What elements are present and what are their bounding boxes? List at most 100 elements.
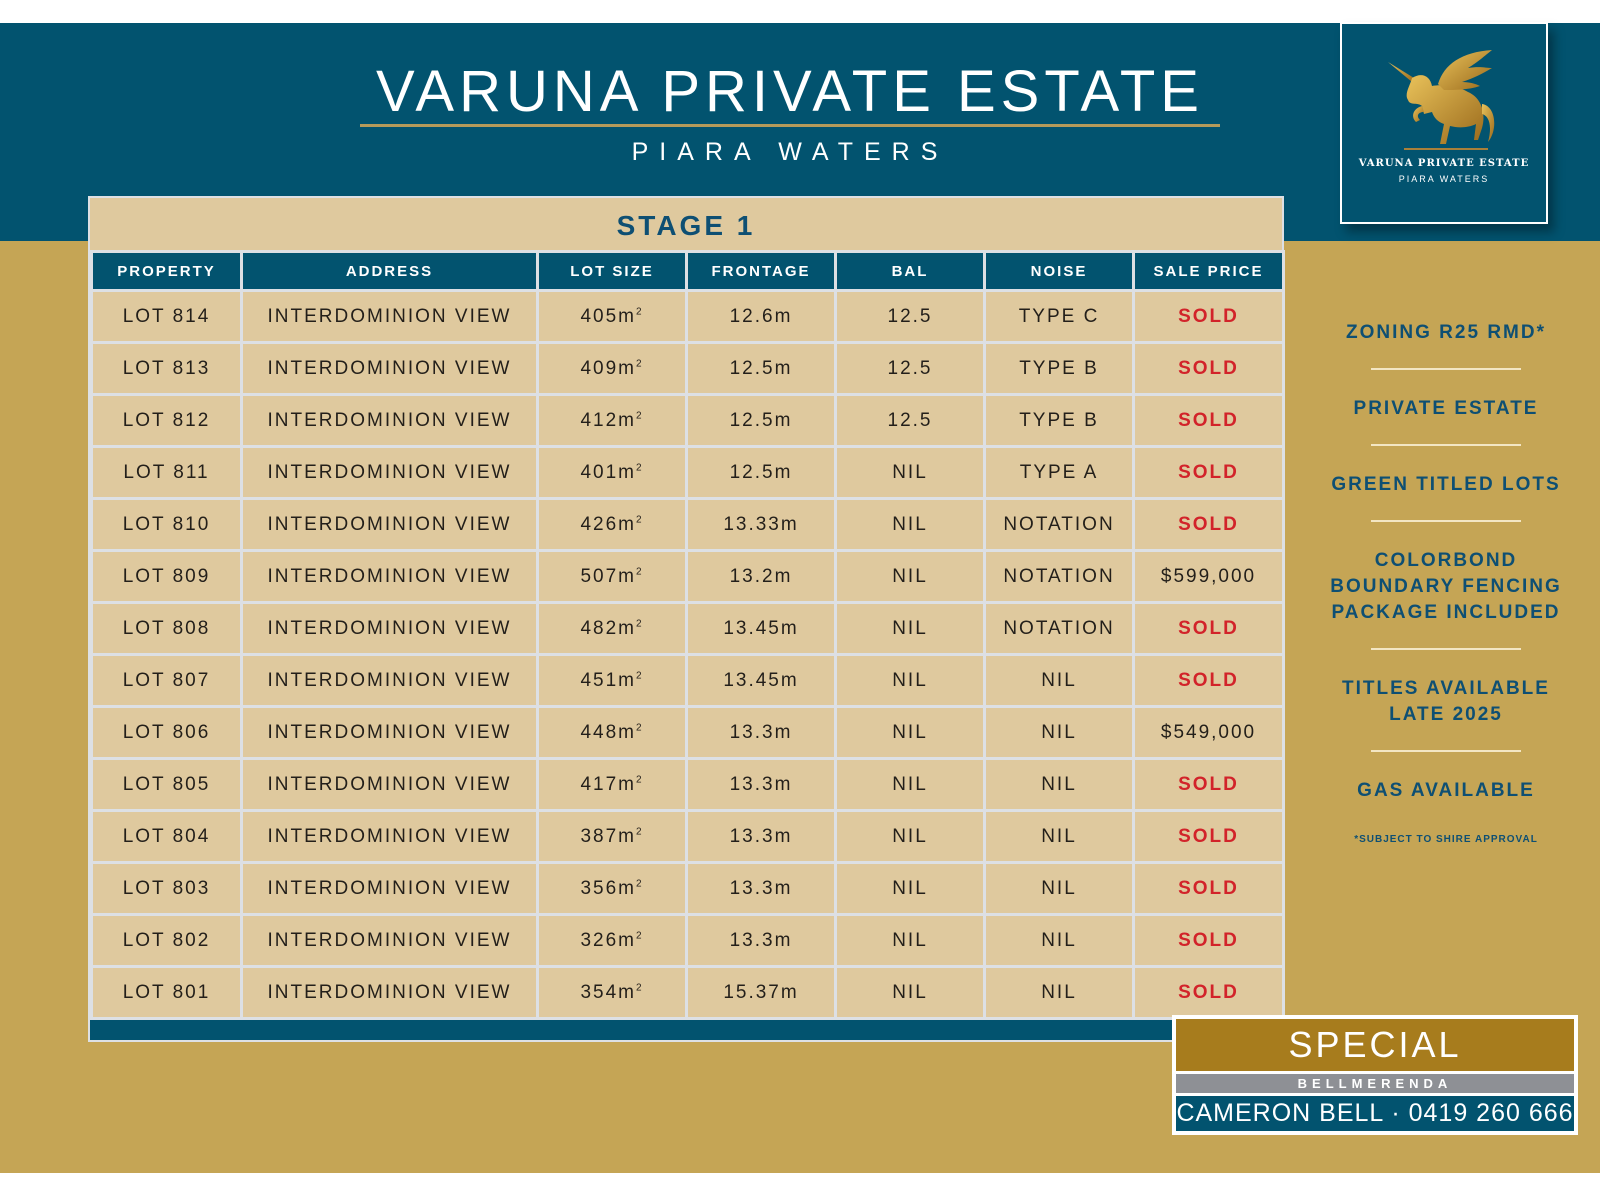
title-divider bbox=[360, 124, 1220, 127]
cell-lot-size: 409m2 bbox=[536, 341, 688, 396]
cell-lot-number: LOT 805 bbox=[90, 757, 243, 812]
lot-size-value: 356m bbox=[580, 877, 636, 899]
cell-frontage: 13.33m bbox=[685, 497, 837, 552]
cell-address: INTERDOMINION VIEW bbox=[240, 601, 539, 656]
cell-frontage: 13.45m bbox=[685, 653, 837, 708]
column-header-sale-price: SALE PRICE bbox=[1132, 250, 1285, 292]
table-row: LOT 805 INTERDOMINION VIEW 417m2 13.3m NIL NI… bbox=[90, 757, 1285, 812]
cell-bal-rating: NIL bbox=[834, 497, 986, 552]
cell-bal-rating: NIL bbox=[834, 861, 986, 916]
feature-green-titled: GREEN TITLED LOTS bbox=[1331, 474, 1561, 495]
features-list: ZONING R25 RMD* PRIVATE ESTATE GREEN TIT… bbox=[1300, 320, 1592, 845]
cell-lot-size: 417m2 bbox=[536, 757, 688, 812]
cell-bal-rating: NIL bbox=[834, 757, 986, 812]
feature-divider bbox=[1371, 368, 1521, 370]
table-footer-bar bbox=[90, 1020, 1282, 1040]
table-row: LOT 804 INTERDOMINION VIEW 387m2 13.3m NIL NI… bbox=[90, 809, 1285, 864]
cell-frontage: 13.3m bbox=[685, 705, 837, 760]
cell-lot-number: LOT 809 bbox=[90, 549, 243, 604]
cell-address: INTERDOMINION VIEW bbox=[240, 549, 539, 604]
table-row: LOT 803 INTERDOMINION VIEW 356m2 13.3m NIL NI… bbox=[90, 861, 1285, 916]
cell-address: INTERDOMINION VIEW bbox=[240, 965, 539, 1020]
footnote: *SUBJECT TO SHIRE APPROVAL bbox=[1354, 834, 1538, 845]
table-row: LOT 811 INTERDOMINION VIEW 401m2 12.5m NIL TY… bbox=[90, 445, 1285, 500]
cell-bal-rating: NIL bbox=[834, 913, 986, 968]
cell-lot-size: 426m2 bbox=[536, 497, 688, 552]
cell-address: INTERDOMINION VIEW bbox=[240, 913, 539, 968]
cell-lot-number: LOT 813 bbox=[90, 341, 243, 396]
page-title: VARUNA PRIVATE ESTATE bbox=[376, 59, 1204, 124]
cell-frontage: 13.3m bbox=[685, 757, 837, 812]
agent-contact-box: SPECIAL PROJECTS BELLMERENDA CAMERON BEL… bbox=[1172, 1015, 1578, 1135]
cell-bal-rating: NIL bbox=[834, 549, 986, 604]
agent-division-title: SPECIAL PROJECTS bbox=[1176, 1019, 1574, 1117]
feature-divider bbox=[1371, 648, 1521, 650]
table-row: LOT 801 INTERDOMINION VIEW 354m2 15.37m NIL N… bbox=[90, 965, 1285, 1020]
column-header-address: ADDRESS bbox=[240, 250, 539, 292]
area-superscript: 2 bbox=[635, 930, 644, 942]
cell-frontage: 13.3m bbox=[685, 861, 837, 916]
lot-size-value: 426m bbox=[580, 513, 636, 535]
cell-address: INTERDOMINION VIEW bbox=[240, 705, 539, 760]
area-superscript: 2 bbox=[635, 462, 644, 474]
feature-divider bbox=[1371, 750, 1521, 752]
logo-estate-name: VARUNA PRIVATE ESTATE bbox=[1358, 158, 1530, 169]
cell-sale-price: SOLD bbox=[1132, 393, 1285, 448]
estate-logo: VARUNA PRIVATE ESTATE PIARA WATERS bbox=[1340, 22, 1548, 224]
lot-size-value: 417m bbox=[580, 773, 636, 795]
cell-lot-size: 448m2 bbox=[536, 705, 688, 760]
cell-bal-rating: NIL bbox=[834, 809, 986, 864]
cell-lot-number: LOT 810 bbox=[90, 497, 243, 552]
cell-sale-price: $549,000 bbox=[1132, 705, 1285, 760]
cell-lot-number: LOT 812 bbox=[90, 393, 243, 448]
stage-title: STAGE 1 bbox=[616, 210, 756, 241]
cell-address: INTERDOMINION VIEW bbox=[240, 497, 539, 552]
cell-frontage: 12.5m bbox=[685, 341, 837, 396]
cell-noise-rating: NOTATION bbox=[983, 601, 1135, 656]
lot-size-value: 507m bbox=[580, 565, 636, 587]
cell-frontage: 13.3m bbox=[685, 809, 837, 864]
cell-lot-number: LOT 803 bbox=[90, 861, 243, 916]
table-row: LOT 809 INTERDOMINION VIEW 507m2 13.2m NIL NO… bbox=[90, 549, 1285, 604]
cell-address: INTERDOMINION VIEW bbox=[240, 809, 539, 864]
cell-lot-number: LOT 807 bbox=[90, 653, 243, 708]
cell-lot-size: 405m2 bbox=[536, 289, 688, 344]
cell-address: INTERDOMINION VIEW bbox=[240, 289, 539, 344]
cell-sale-price: SOLD bbox=[1132, 757, 1285, 812]
cell-sale-price: SOLD bbox=[1132, 445, 1285, 500]
agent-phone-link[interactable]: CAMERON BELL · 0419 260 666 bbox=[1176, 1096, 1574, 1131]
cell-frontage: 12.5m bbox=[685, 445, 837, 500]
cell-sale-price: SOLD bbox=[1132, 289, 1285, 344]
cell-noise-rating: TYPE C bbox=[983, 289, 1135, 344]
lot-size-value: 326m bbox=[580, 929, 636, 951]
cell-sale-price: SOLD bbox=[1132, 809, 1285, 864]
area-superscript: 2 bbox=[635, 306, 644, 318]
lot-size-value: 482m bbox=[580, 617, 636, 639]
cell-lot-number: LOT 801 bbox=[90, 965, 243, 1020]
lot-size-value: 401m bbox=[580, 461, 636, 483]
cell-sale-price: SOLD bbox=[1132, 653, 1285, 708]
cell-sale-price: SOLD bbox=[1132, 341, 1285, 396]
cell-bal-rating: 12.5 bbox=[834, 289, 986, 344]
area-superscript: 2 bbox=[635, 774, 644, 786]
area-superscript: 2 bbox=[635, 358, 644, 370]
area-superscript: 2 bbox=[635, 566, 644, 578]
area-superscript: 2 bbox=[635, 878, 644, 890]
cell-noise-rating: NOTATION bbox=[983, 497, 1135, 552]
cell-sale-price: SOLD bbox=[1132, 497, 1285, 552]
cell-bal-rating: NIL bbox=[834, 445, 986, 500]
lots-table: PROPERTY ADDRESS LOT SIZE FRONTAGE BAL N… bbox=[90, 250, 1285, 1020]
feature-titles: TITLES AVAILABLE LATE 2025 bbox=[1342, 678, 1550, 725]
cell-frontage: 13.3m bbox=[685, 913, 837, 968]
cell-sale-price: $599,000 bbox=[1132, 549, 1285, 604]
column-header-noise: NOISE bbox=[983, 250, 1135, 292]
cell-bal-rating: NIL bbox=[834, 601, 986, 656]
cell-address: INTERDOMINION VIEW bbox=[240, 393, 539, 448]
cell-address: INTERDOMINION VIEW bbox=[240, 341, 539, 396]
cell-noise-rating: NIL bbox=[983, 705, 1135, 760]
lot-size-value: 387m bbox=[580, 825, 636, 847]
cell-address: INTERDOMINION VIEW bbox=[240, 445, 539, 500]
cell-frontage: 12.5m bbox=[685, 393, 837, 448]
cell-noise-rating: TYPE B bbox=[983, 393, 1135, 448]
feature-divider bbox=[1371, 444, 1521, 446]
